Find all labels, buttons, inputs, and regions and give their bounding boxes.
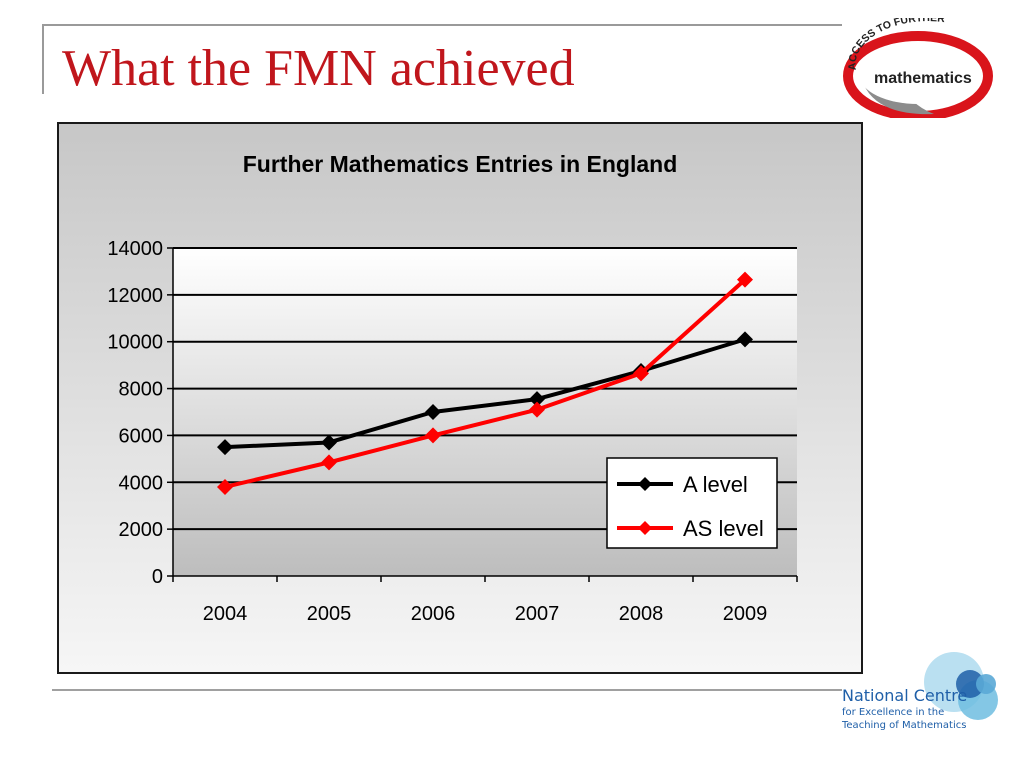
y-tick-label: 0	[152, 566, 163, 588]
data-point-as-level	[425, 427, 441, 444]
x-tick-label: 2004	[203, 603, 248, 625]
slide-title: What the FMN achieved	[62, 40, 575, 97]
national-centre-circles-logo	[924, 652, 998, 720]
y-tick-label: 12000	[107, 285, 163, 307]
data-point-as-level	[529, 401, 545, 418]
data-point-as-level	[321, 454, 337, 471]
legend-label: AS level	[683, 516, 764, 541]
chart-frame: Further Mathematics Entries in England 0…	[57, 122, 863, 674]
access-to-further-mathematics-logo: ACCESS TO FURTHER mathematics	[843, 18, 993, 118]
legend-label: A level	[683, 472, 748, 497]
logo-red-swoosh	[843, 31, 993, 118]
line-chart: Further Mathematics Entries in England 0…	[59, 124, 861, 672]
national-centre-subtitle-line2: Teaching of Mathematics	[842, 720, 967, 731]
data-point-as-level	[217, 478, 233, 495]
legend-box	[606, 457, 778, 549]
national-centre-name: National Centre	[842, 686, 968, 705]
y-tick-label: 14000	[107, 238, 163, 260]
x-tick-label: 2006	[411, 603, 456, 625]
y-tick-label: 6000	[119, 425, 164, 447]
chart-title: Further Mathematics Entries in England	[243, 151, 678, 177]
data-point-as-level	[737, 271, 753, 288]
x-tick-label: 2005	[307, 603, 352, 625]
x-tick-label: 2007	[515, 603, 560, 625]
y-tick-label: 2000	[119, 519, 164, 541]
legend: A level AS level	[606, 457, 778, 549]
x-tick-label: 2009	[723, 603, 768, 625]
legend-swatch-marker	[638, 521, 652, 535]
x-tick-label: 2008	[619, 603, 664, 625]
left-rule	[42, 24, 44, 94]
y-tick-label: 8000	[119, 379, 164, 401]
data-point-a-level	[217, 439, 233, 456]
y-tick-label: 4000	[119, 472, 164, 494]
national-centre-subtitle-line1: for Excellence in the	[842, 707, 945, 718]
top-rule	[42, 24, 842, 26]
series-line-a-level	[224, 337, 746, 450]
logo-word: mathematics	[874, 70, 972, 87]
bottom-rule	[52, 689, 842, 691]
legend-swatch-marker	[638, 477, 652, 491]
data-point-a-level	[425, 404, 441, 420]
data-point-a-level	[737, 331, 753, 348]
data-point-a-level	[529, 391, 545, 408]
y-tick-label: 10000	[107, 332, 163, 354]
series-line-as-level	[224, 278, 747, 489]
series-as-level	[217, 271, 753, 495]
data-point-a-level	[321, 434, 337, 451]
data-point-as-level	[633, 365, 649, 382]
